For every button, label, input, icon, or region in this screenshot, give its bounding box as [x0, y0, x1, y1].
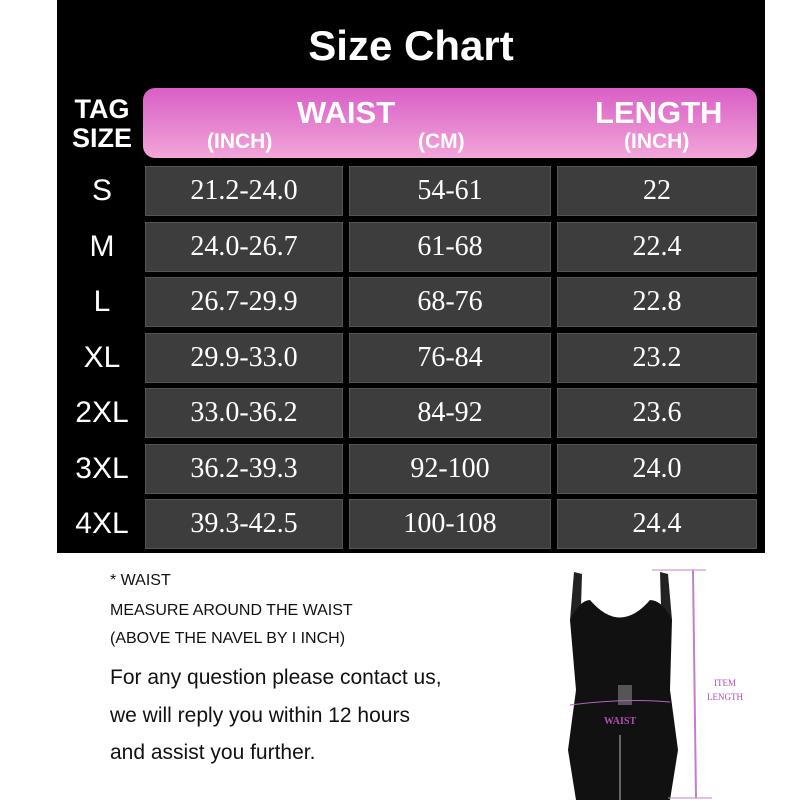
length-cell: 23.6 [557, 388, 757, 438]
waist-cm-cell: 68-76 [349, 277, 551, 327]
item-label: ITEM [714, 678, 736, 688]
waist-inch-cell: 39.3-42.5 [145, 499, 343, 549]
waist-header: WAIST [297, 95, 396, 130]
waist-inch-cell: 36.2-39.3 [145, 443, 343, 494]
length-label: LENGTH [707, 692, 743, 702]
message-line-3: and assist you further. [110, 741, 316, 764]
note-measure: MEASURE AROUND THE WAIST [110, 602, 353, 619]
vest-measurement-diagram: WAIST ITEM LENGTH [568, 569, 743, 800]
size-row: 2XL 33.0-36.2 84-92 23.6 [57, 388, 765, 438]
length-cell: 23.2 [557, 332, 757, 383]
size-tag: XL [83, 340, 121, 374]
length-cell: 22.8 [557, 277, 757, 327]
length-cell: 22.4 [557, 221, 757, 272]
size-tag: 2XL [75, 396, 129, 429]
waist-inch-cell: 29.9-33.0 [145, 332, 343, 383]
vest-image [568, 572, 678, 800]
message-line-2: we will reply you within 12 hours [110, 704, 410, 727]
waist-inch-cell: 26.7-29.9 [145, 277, 343, 327]
size-row: L 26.7-29.9 68-76 22.8 [57, 277, 765, 327]
size-tag: 3XL [75, 451, 129, 485]
size-row: XL 29.9-33.0 76-84 23.2 [57, 332, 765, 383]
waist-cm-cell: 54-61 [349, 166, 551, 216]
length-inch-unit: (INCH) [624, 130, 690, 153]
size-label: SIZE [71, 123, 132, 153]
note-waist: * WAIST [110, 572, 171, 589]
waist-inch-cell: 21.2-24.0 [145, 166, 343, 216]
waist-inch-cell: 24.0-26.7 [145, 221, 343, 272]
size-row: S 21.2-24.0 54-61 22 [57, 166, 765, 216]
waist-cm-cell: 76-84 [349, 332, 551, 383]
size-tag: L [93, 285, 111, 318]
size-row: M 24.0-26.7 61-68 22.4 [57, 221, 765, 272]
length-measure-line [692, 569, 697, 799]
column-header-bar: WAIST (INCH) (CM) LENGTH (INCH) [143, 88, 757, 158]
waist-cm-cell: 92-100 [349, 443, 551, 494]
waist-cm-cell: 61-68 [349, 221, 551, 272]
length-header: LENGTH [595, 95, 723, 130]
waist-cm-cell: 100-108 [349, 499, 551, 549]
waist-inch-cell: 33.0-36.2 [145, 388, 343, 438]
waist-measure-line [569, 700, 671, 706]
tag-size-header: TAG SIZE [60, 95, 144, 153]
note-navel: (ABOVE THE NAVEL BY I INCH) [110, 630, 346, 647]
length-cell: 24.4 [557, 499, 757, 549]
size-tag: 4XL [75, 507, 129, 540]
size-row: 3XL 36.2-39.3 92-100 24.0 [57, 443, 765, 494]
length-cell: 22 [557, 166, 757, 216]
size-tag: M [89, 229, 115, 263]
length-cell: 24.0 [557, 443, 757, 494]
size-tag: S [91, 174, 112, 207]
waist-cm-unit: (CM) [418, 130, 465, 153]
size-chart-panel: Size Chart TAG SIZE WAIST (INCH) (CM) LE… [57, 0, 765, 553]
waist-cm-cell: 84-92 [349, 388, 551, 438]
chart-title: Size Chart [308, 22, 514, 69]
message-line-1: For any question please contact us, [110, 666, 442, 689]
waist-inch-unit: (INCH) [207, 130, 273, 153]
waist-label: WAIST [604, 716, 637, 727]
tag-label: TAG [74, 94, 130, 124]
size-row: 4XL 39.3-42.5 100-108 24.4 [57, 499, 765, 549]
